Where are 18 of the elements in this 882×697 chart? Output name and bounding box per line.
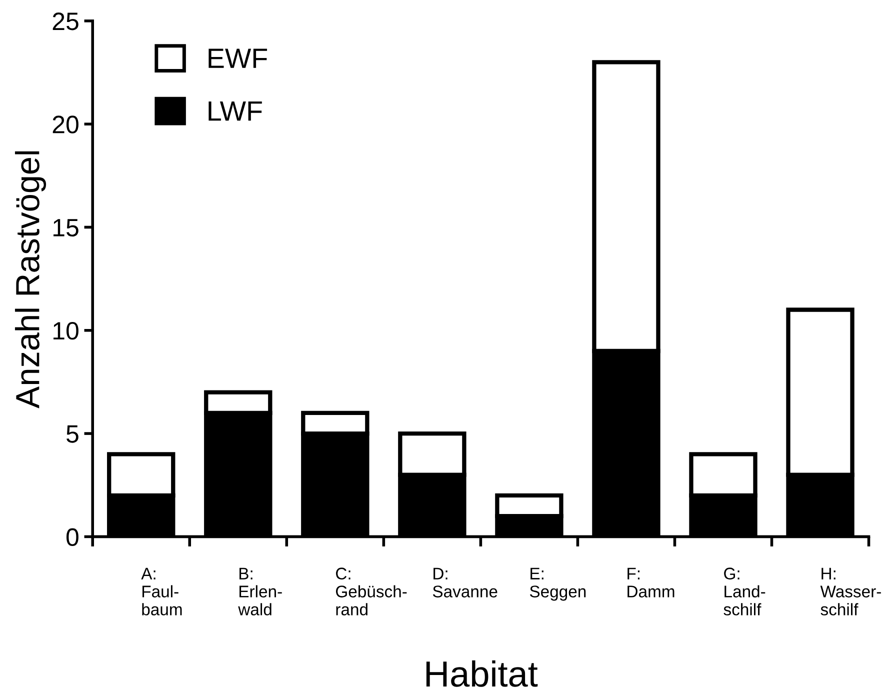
- x-tick-label: D: Savanne: [432, 568, 498, 598]
- x-axis-title: Habitat: [426, 660, 538, 687]
- x-tick-label: C: Gebüsch- rand: [336, 568, 407, 616]
- x-tick-label: A: Faul- baum: [141, 568, 182, 616]
- x-tick-label: G: Land- schilf: [724, 568, 766, 616]
- y-tick-label: 15: [54, 219, 78, 237]
- y-tick-label: 20: [52, 116, 78, 134]
- y-axis-title: Anzahl Rastvögel: [14, 151, 46, 408]
- y-tick-label: 5: [66, 425, 78, 443]
- x-tick-label: H: Wasser- schilf: [820, 568, 881, 616]
- x-tick-label: F: Damm: [628, 568, 674, 598]
- y-tick-label: 25: [52, 12, 78, 30]
- x-tick-label: E: Seggen: [530, 568, 586, 601]
- legend-label: EWF: [208, 48, 268, 68]
- y-tick-label: 10: [54, 322, 78, 340]
- y-tick-label: 0: [66, 528, 78, 546]
- x-tick-label: B: Erlen- wald: [238, 568, 282, 616]
- legend-label: LWF: [208, 101, 262, 121]
